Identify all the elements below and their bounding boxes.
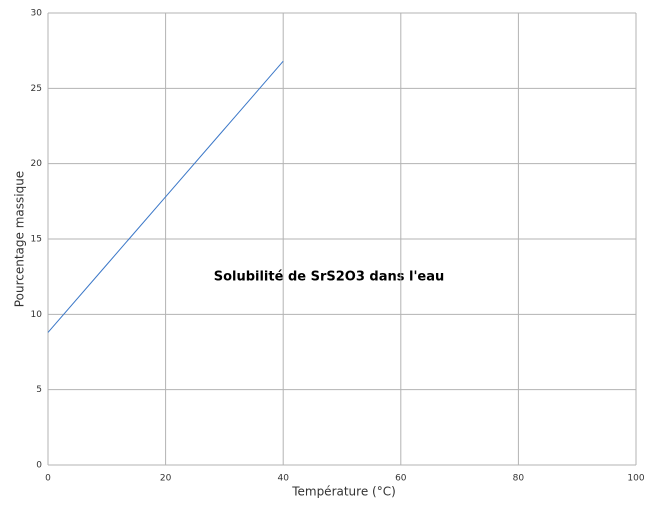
chart-title: Solubilité de SrS2O3 dans l'eau: [214, 270, 445, 285]
x-tick-label: 60: [395, 474, 407, 484]
y-tick-label: 30: [31, 9, 43, 19]
x-tick-label: 100: [627, 474, 644, 484]
y-tick-label: 5: [36, 385, 42, 395]
x-tick-label: 80: [513, 474, 525, 484]
y-tick-label: 0: [36, 461, 42, 471]
x-tick-label: 20: [160, 474, 172, 484]
y-axis-label: Pourcentage massique: [13, 171, 27, 307]
x-axis-label: Température (°C): [291, 485, 396, 499]
data-line: [47, 60, 284, 333]
y-tick-label: 25: [31, 84, 42, 94]
y-tick-label: 15: [31, 235, 42, 245]
y-tick-label: 10: [31, 310, 43, 320]
y-tick-label: 20: [31, 159, 43, 169]
x-tick-label: 0: [45, 474, 51, 484]
x-tick-label: 40: [277, 474, 289, 484]
